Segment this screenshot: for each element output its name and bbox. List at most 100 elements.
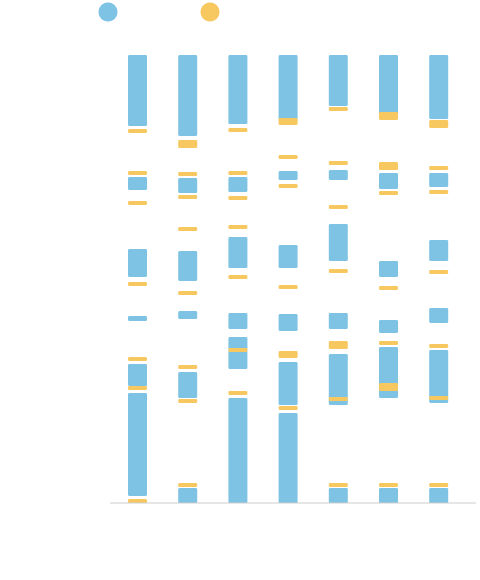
- bar-segment-yellow: [278, 118, 298, 125]
- bar-segment-blue: [128, 316, 147, 321]
- bar-segment-yellow: [379, 483, 398, 487]
- bar-segment-blue: [328, 55, 348, 106]
- bar-segment-yellow: [178, 365, 198, 369]
- bar-segment-blue: [429, 350, 449, 403]
- bar-segment-blue: [328, 313, 348, 329]
- legend-marker-1: [98, 2, 118, 22]
- bar-segment-blue: [379, 488, 398, 503]
- bar-segment-yellow: [429, 190, 449, 194]
- bar-segment-yellow: [328, 341, 348, 349]
- bar-segment-yellow: [328, 161, 348, 165]
- column-4: [278, 55, 298, 503]
- bar-segment-blue: [178, 55, 198, 136]
- bar-segment-yellow: [128, 171, 147, 175]
- column-1: [128, 55, 147, 503]
- bar-segment-blue: [328, 354, 348, 405]
- bar-segment-yellow: [228, 391, 248, 395]
- bar-segment-blue: [228, 313, 248, 329]
- bar-segment-blue: [178, 372, 198, 398]
- bar-segment-yellow: [128, 129, 147, 133]
- bar-segment-yellow: [328, 205, 348, 209]
- bar-segment-blue: [128, 249, 147, 277]
- bar-segment-blue: [278, 314, 298, 331]
- bar-segment-blue: [128, 364, 147, 386]
- bar-segment-yellow: [128, 386, 147, 390]
- bar-segment-yellow: [379, 341, 398, 345]
- bar-segment-blue: [278, 413, 298, 503]
- legend: [98, 2, 220, 22]
- bar-segment-yellow: [178, 399, 198, 403]
- column-3: [228, 55, 248, 503]
- bar-segment-yellow: [178, 172, 198, 176]
- bar-segment-blue: [328, 224, 348, 261]
- bar-segment-yellow: [228, 275, 248, 279]
- bar-segment-blue: [228, 237, 248, 268]
- bar-segment-yellow: [379, 162, 398, 170]
- bar-segment-yellow: [429, 344, 449, 348]
- bar-segment-blue: [228, 55, 248, 124]
- bar-segment-yellow: [228, 171, 248, 175]
- column-7: [429, 55, 449, 503]
- bar-segment-yellow: [178, 140, 198, 148]
- bar-segment-blue: [178, 488, 198, 503]
- bar-segment-blue: [328, 170, 348, 180]
- bar-segment-yellow: [278, 184, 298, 188]
- column-6: [379, 55, 398, 503]
- bar-segment-blue: [429, 488, 449, 503]
- bar-segment-blue: [128, 55, 147, 126]
- bar-segment-blue: [278, 55, 298, 124]
- bar-segment-blue: [379, 320, 398, 333]
- bar-segment-yellow: [278, 351, 298, 358]
- legend-marker-2: [200, 2, 220, 22]
- bar-segment-yellow: [228, 225, 248, 229]
- bar-segment-blue: [429, 173, 449, 187]
- bar-segment-yellow: [128, 499, 147, 503]
- bar-segment-yellow: [128, 357, 147, 361]
- bar-segment-yellow: [228, 348, 248, 352]
- bar-segment-blue: [178, 251, 198, 281]
- bar-segment-yellow: [429, 120, 449, 128]
- bar-segment-yellow: [379, 112, 398, 120]
- bar-segment-yellow: [278, 155, 298, 159]
- bar-segment-yellow: [128, 282, 147, 286]
- bar-segment-yellow: [328, 269, 348, 273]
- bar-segment-blue: [128, 177, 147, 190]
- bar-segment-blue: [128, 393, 147, 496]
- bar-segment-yellow: [328, 483, 348, 487]
- bar-segment-blue: [228, 337, 248, 369]
- bar-segment-yellow: [328, 397, 348, 401]
- bar-segment-blue: [278, 362, 298, 405]
- bar-segment-yellow: [278, 285, 298, 289]
- bar-segment-blue: [429, 308, 449, 323]
- bar-columns: [128, 55, 449, 503]
- column-2: [178, 55, 198, 503]
- bar-segment-blue: [429, 55, 449, 119]
- bar-segment-yellow: [328, 107, 348, 111]
- bar-segment-yellow: [379, 383, 398, 391]
- bar-segment-blue: [228, 177, 248, 192]
- bar-segment-yellow: [228, 128, 248, 132]
- bar-segment-yellow: [228, 196, 248, 200]
- bar-segment-yellow: [128, 201, 147, 205]
- bar-segment-yellow: [429, 483, 449, 487]
- bar-segment-blue: [379, 173, 398, 189]
- bar-segment-blue: [379, 55, 398, 114]
- bar-segment-blue: [278, 245, 298, 268]
- bar-segment-yellow: [429, 166, 449, 170]
- bar-segment-yellow: [178, 291, 198, 295]
- bar-segment-blue: [178, 178, 198, 193]
- bar-segment-blue: [178, 311, 198, 319]
- bar-segment-yellow: [178, 227, 198, 231]
- bar-segment-blue: [328, 488, 348, 503]
- bar-segment-blue: [429, 240, 449, 261]
- bar-segment-yellow: [379, 286, 398, 290]
- bar-segment-blue: [278, 171, 298, 180]
- bar-segment-yellow: [379, 191, 398, 195]
- bar-segment-yellow: [429, 270, 449, 274]
- bar-segment-yellow: [178, 195, 198, 199]
- bar-segment-yellow: [429, 396, 449, 400]
- bar-segment-blue: [379, 261, 398, 277]
- column-5: [328, 55, 348, 503]
- bar-segment-blue: [228, 398, 248, 503]
